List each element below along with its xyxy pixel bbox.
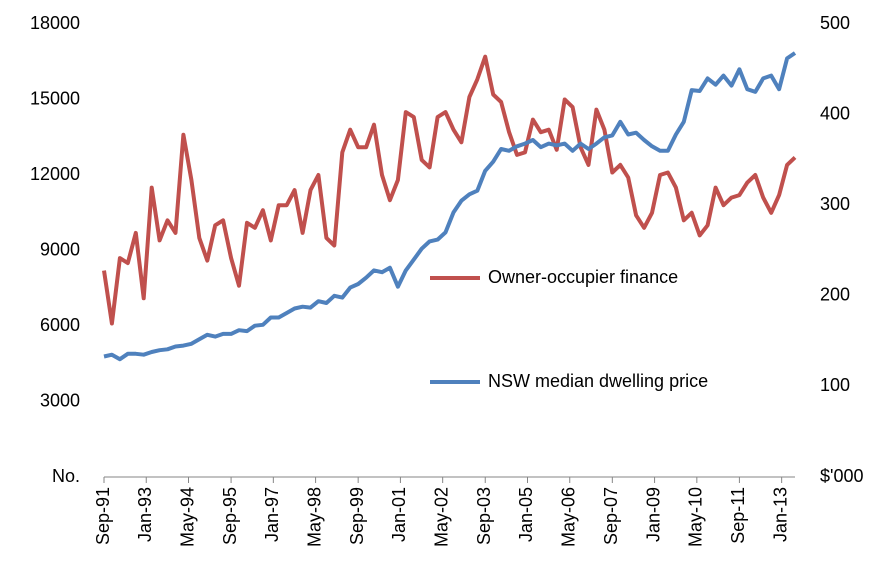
y-tick-label: 3000 (40, 390, 80, 410)
x-tick-label: Sep-07 (601, 487, 621, 545)
x-tick-label: Jan-97 (262, 487, 282, 542)
y2-tick-label: $'000 (820, 466, 863, 486)
x-tick-label: Jan-05 (516, 487, 536, 542)
series-line (102, 54, 797, 326)
y2-tick-label: 500 (820, 13, 850, 33)
y-tick-label: No. (52, 466, 80, 486)
x-tick-label: Sep-11 (728, 487, 748, 544)
y2-tick-label: 200 (820, 285, 850, 305)
x-tick-label: Sep-03 (474, 487, 494, 545)
x-tick-label: Jan-01 (389, 487, 409, 542)
x-tick-label: Sep-99 (347, 487, 367, 545)
legend-label: Owner-occupier finance (488, 267, 678, 287)
y-tick-label: 9000 (40, 239, 80, 259)
x-tick-label: May-10 (686, 487, 706, 547)
x-tick-label: May-94 (177, 487, 197, 547)
y2-tick-label: 400 (820, 103, 850, 123)
x-tick-label: Jan-13 (770, 487, 790, 542)
y-tick-label: 6000 (40, 315, 80, 335)
y-tick-label: 15000 (30, 88, 80, 108)
y2-tick-label: 100 (820, 375, 850, 395)
x-tick-label: Sep-91 (93, 487, 113, 545)
y-tick-label: 12000 (30, 164, 80, 184)
y-tick-label: 18000 (30, 13, 80, 33)
x-tick-label: Jan-93 (135, 487, 155, 542)
x-tick-label: Sep-95 (220, 487, 240, 545)
series-line (103, 51, 797, 362)
x-tick-label: May-06 (558, 487, 578, 547)
x-tick-label: Jan-09 (643, 487, 663, 542)
legend-label: NSW median dwelling price (488, 371, 708, 391)
y2-tick-label: 300 (820, 194, 850, 214)
x-tick-label: May-02 (431, 487, 451, 547)
x-tick-label: May-98 (304, 487, 324, 547)
